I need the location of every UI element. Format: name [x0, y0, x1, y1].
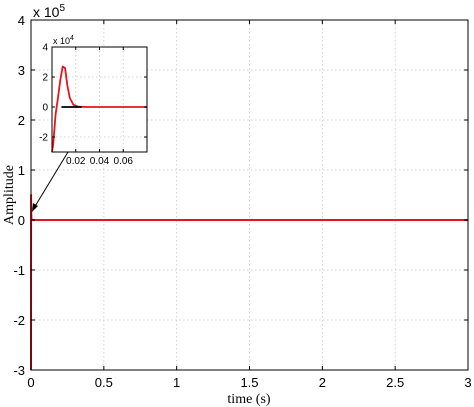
main-y-tick-label: -2 [13, 313, 25, 328]
main-ticks: 0 0.5 1 1.5 2 2.5 3 -3 -2 -1 0 1 2 3 4 [13, 13, 471, 390]
main-y-tick-label: 0 [18, 213, 25, 228]
main-x-tick-label: 2.5 [386, 375, 404, 390]
inset-x-tick-label: 0.06 [114, 156, 134, 167]
main-y-tick-label: -1 [13, 263, 25, 278]
y-multiplier-exp: 5 [59, 3, 65, 14]
inset-grid [52, 46, 147, 152]
main-x-tick-label: 2 [319, 375, 326, 390]
main-x-tick-label: 3 [464, 375, 471, 390]
inset-y-tick-label: -2 [39, 133, 48, 144]
inset-y-tick-label: 4 [42, 43, 48, 54]
inset-y-tick-label: 2 [42, 73, 48, 84]
main-y-tick-label: 1 [18, 163, 25, 178]
inset-y-tick-label: 0 [42, 103, 48, 114]
annotation-arrow [32, 151, 69, 212]
y-axis-label: Amplitude [2, 165, 17, 225]
main-y-tick-label: 3 [18, 63, 25, 78]
main-y-tick-label: 2 [18, 113, 25, 128]
main-y-tick-label: -3 [13, 363, 25, 378]
inset-x-tick-label: 0.02 [66, 156, 86, 167]
main-y-tick-label: 4 [18, 13, 25, 28]
main-x-tick-label: 1 [173, 375, 180, 390]
y-multiplier: x 105 [33, 3, 65, 20]
inset-y-multiplier-exp: 4 [70, 35, 74, 42]
y-multiplier-base: x 10 [33, 4, 60, 20]
inset-ticks: 0.02 0.04 0.06 -2 0 2 4 [39, 43, 147, 167]
main-x-tick-label: 0 [27, 375, 34, 390]
x-axis-label: time (s) [227, 392, 270, 407]
inset-series [51, 65, 147, 153]
main-x-tick-label: 1.5 [240, 375, 258, 390]
main-x-tick-label: 0.5 [95, 375, 113, 390]
inset-y-multiplier: x 104 [53, 35, 74, 46]
inset-x-tick-label: 0.04 [90, 156, 110, 167]
inset-y-multiplier-base: x 10 [53, 36, 70, 46]
